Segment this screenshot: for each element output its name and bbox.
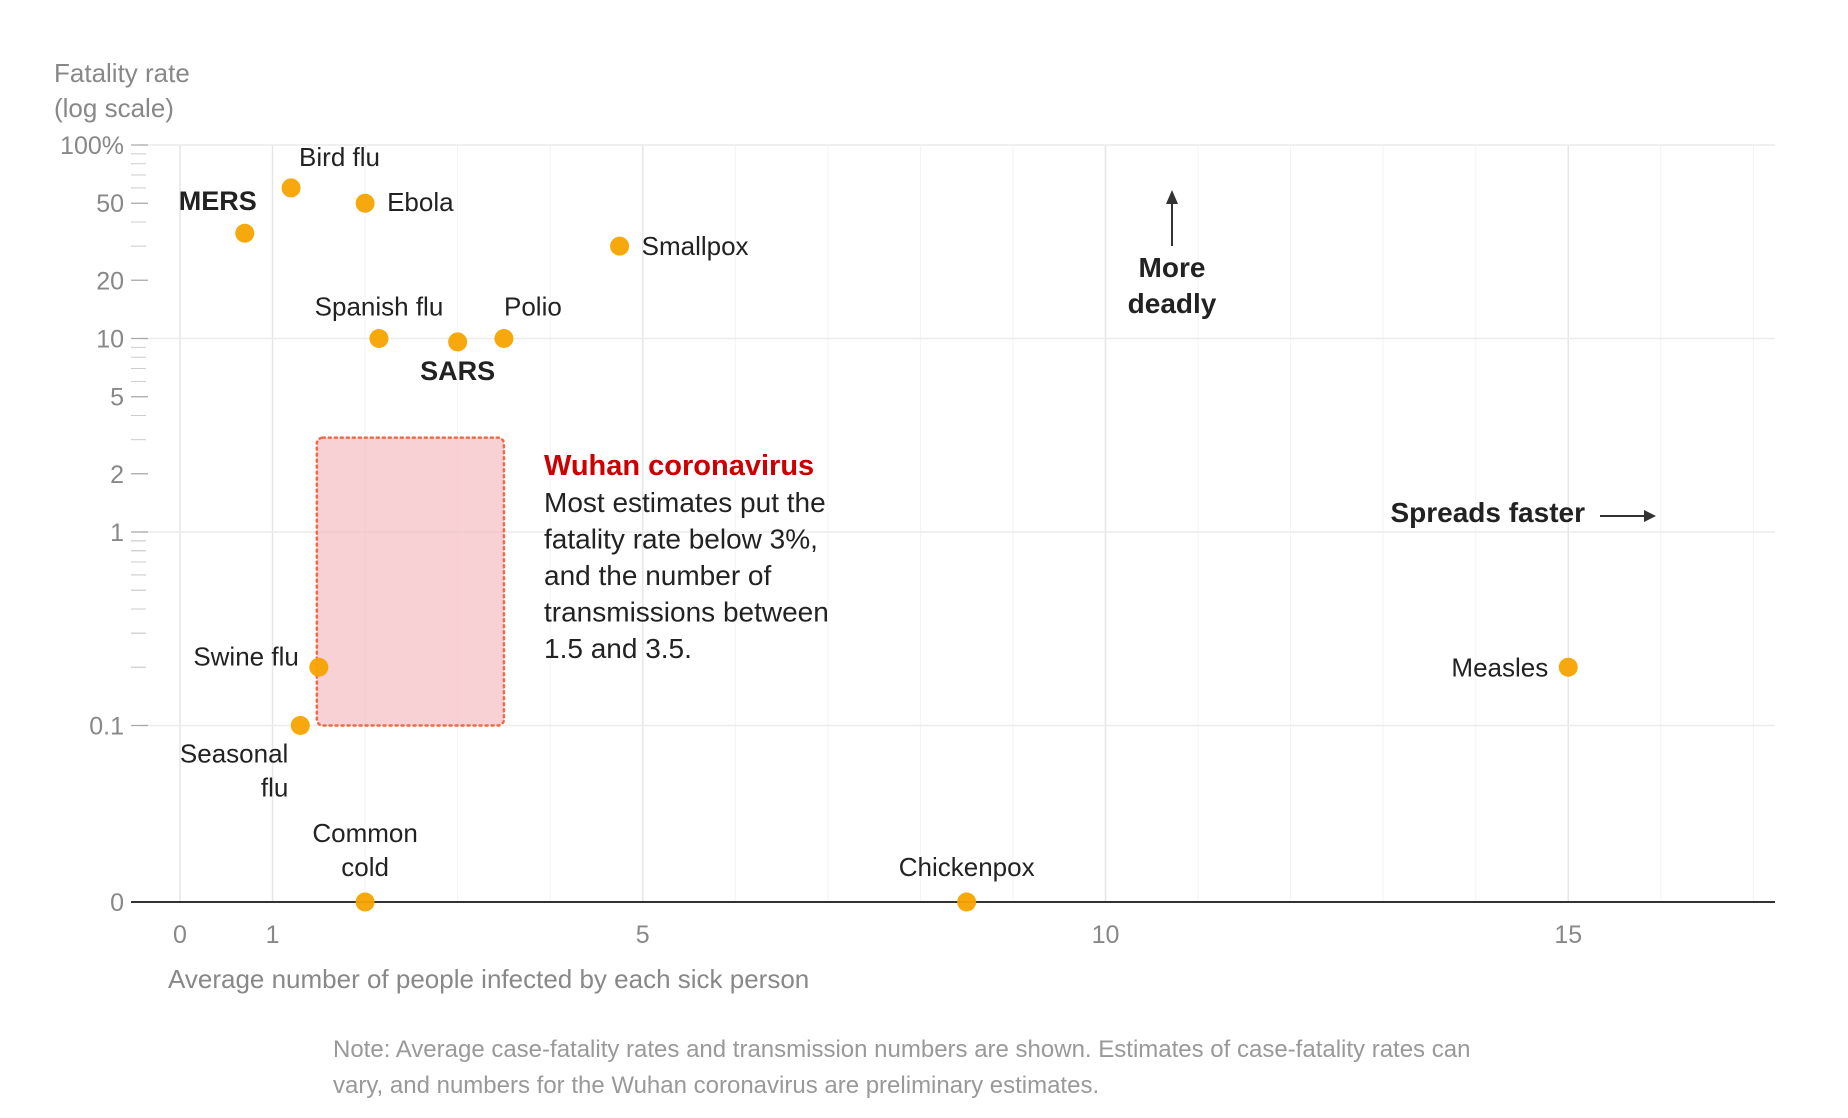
point-label: Smallpox [642,231,749,261]
wuhan-text: Most estimates put the [544,487,826,518]
wuhan-text: fatality rate below 3%, [544,524,818,555]
wuhan-text: and the number of [544,560,771,591]
wuhan-range [315,436,506,727]
data-point [369,329,389,348]
data-point [281,178,301,198]
data-point [957,892,977,912]
point-label: Ebola [387,187,454,217]
y-tick-label: 5 [110,384,124,412]
y-tick-label: 20 [96,267,124,295]
point-label: cold [341,852,389,882]
point-label: Swine flu [193,641,299,671]
point-label: Polio [504,292,562,322]
data-point [355,193,375,213]
data-point [610,236,630,256]
point-label: Chickenpox [899,852,1035,882]
note-line-1: Note: Average case-fatality rates and tr… [333,1036,1470,1063]
annotations: Wuhan coronavirus Most estimates put the f… [544,190,1656,664]
grid [140,144,1775,902]
x-tick-label: 5 [636,921,650,949]
spreads-faster-label: Spreads faster [1390,497,1585,528]
point-label: Spanish flu [315,292,444,322]
point-label: Bird flu [299,142,380,172]
data-point [494,329,514,348]
data-point [448,332,468,352]
y-tick-label: 1 [110,519,124,547]
wuhan-text: 1.5 and 3.5. [544,633,692,664]
y-tick-label: 100% [60,132,124,160]
data-points [235,178,1578,912]
spreads-faster-arrowhead [1644,510,1656,522]
data-point [309,657,329,677]
note-line-2: vary, and numbers for the Wuhan coronavi… [333,1072,1099,1099]
more-deadly-label: More [1139,252,1206,283]
x-axis-label: Average number of people infected by eac… [168,964,809,994]
data-point [235,223,255,243]
point-label: SARS [420,356,495,386]
y-tick-label: 2 [110,461,124,489]
more-deadly-label: deadly [1128,288,1217,319]
y-axis-label-line-1: Fatality rate [54,58,190,88]
y-tick-label: 0.1 [89,713,124,741]
y-axis-label-line-2: (log scale) [54,93,174,123]
data-point [290,716,310,735]
point-label: Common [312,818,417,848]
point-label: flu [261,773,288,803]
point-label: MERS [179,186,257,216]
point-label: Seasonal [180,739,288,769]
data-point [355,892,375,912]
point-label: Measles [1451,652,1548,682]
point-labels: Bird flu MERS Ebola Smallpox Spanish flu SARS… [179,142,1548,882]
y-tick-label: 10 [96,326,124,354]
y-tick-label: 50 [96,190,124,218]
more-deadly-arrowhead [1166,190,1178,204]
data-point [1558,657,1578,677]
x-tick-label: 10 [1092,921,1120,949]
wuhan-text: transmissions between [544,597,829,628]
wuhan-range-box [315,436,506,727]
wuhan-title: Wuhan coronavirus [544,450,814,482]
x-tick-label: 0 [173,921,187,949]
x-tick-label: 15 [1554,921,1582,949]
x-tick-label: 1 [266,921,280,949]
y-tick-label: 0 [110,889,124,917]
